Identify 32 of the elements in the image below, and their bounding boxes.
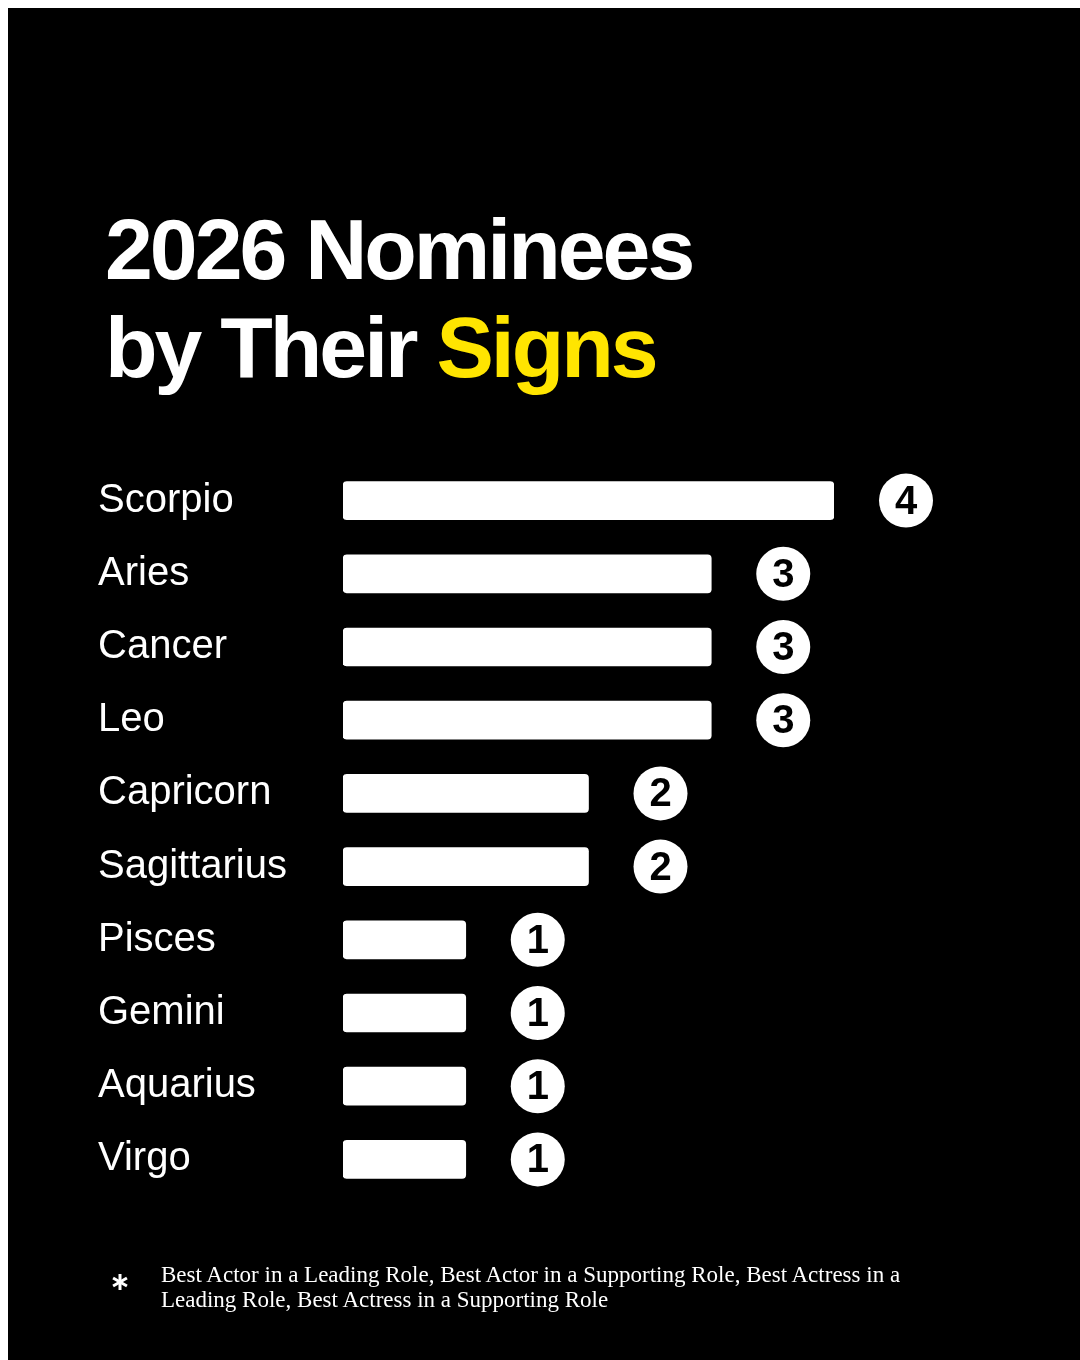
- bar: [343, 1066, 467, 1106]
- bar: [343, 554, 712, 594]
- y-tick-label: Aries: [98, 548, 190, 593]
- data-label: 1: [526, 1136, 549, 1181]
- y-tick-label: Cancer: [98, 622, 227, 667]
- chart-title: 2026 Nominees by Their Signs: [105, 200, 694, 396]
- y-tick-label: Scorpio: [98, 475, 234, 520]
- bar: [343, 920, 467, 960]
- bar: [343, 481, 834, 520]
- data-label: 1: [526, 1063, 549, 1108]
- y-tick-label: Pisces: [98, 914, 216, 959]
- y-tick-label: Leo: [98, 695, 165, 740]
- y-tick-label: Virgo: [98, 1134, 191, 1179]
- data-label: 3: [772, 624, 795, 669]
- bar: [343, 774, 589, 813]
- data-label: 4: [894, 477, 918, 522]
- bar: [343, 993, 467, 1033]
- data-label: 1: [526, 916, 549, 961]
- y-tick-label: Sagittarius: [98, 841, 287, 886]
- bar: [343, 1140, 467, 1179]
- data-label: 2: [649, 843, 672, 888]
- text: Best Actor in a Leading Role, Best Actor in a Supporting Role, Best Actress in a Leading Role, Best Actress in a Supporting Role: [161, 1262, 902, 1312]
- bar: [343, 627, 712, 667]
- data-label: 2: [649, 770, 672, 815]
- data-label: 1: [526, 990, 549, 1035]
- y-tick-label: Gemini: [98, 988, 225, 1033]
- bar: [343, 700, 712, 740]
- bar: [343, 847, 589, 886]
- y-tick-label: Capricorn: [98, 768, 272, 813]
- y-tick-label: Aquarius: [98, 1061, 256, 1106]
- data-label: 3: [772, 550, 795, 595]
- data-label: 3: [772, 697, 795, 742]
